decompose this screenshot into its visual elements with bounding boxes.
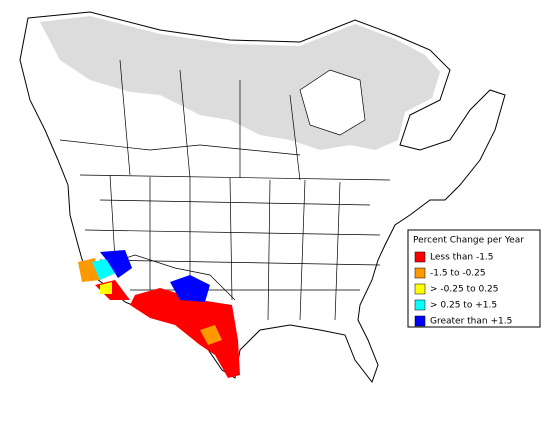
legend-label: Less than -1.5: [430, 253, 494, 263]
legend-label: -1.5 to -0.25: [430, 269, 486, 279]
region: [130, 288, 240, 378]
region: [100, 282, 112, 294]
legend-items: Less than -1.5 -1.5 to -0.25 > -0.25 to 0.…: [414, 251, 512, 327]
legend-swatch: [414, 299, 426, 311]
legend-swatch: [414, 267, 426, 279]
legend-box: [407, 229, 541, 328]
legend-swatch: [414, 315, 426, 327]
borders: [59, 59, 391, 321]
legend-title: Percent Change per Year: [413, 236, 524, 246]
region: [170, 275, 210, 302]
legend-swatch: [414, 283, 426, 295]
legend-swatch: [414, 251, 426, 263]
region: [200, 325, 222, 345]
hudson-bay: [299, 69, 366, 136]
legend-label: > -0.25 to 0.25: [430, 285, 498, 295]
legend-label: Greater than +1.5: [430, 317, 512, 327]
legend-label: > 0.25 to +1.5: [430, 301, 497, 311]
trend-regions: [78, 250, 240, 378]
region: [100, 250, 132, 278]
